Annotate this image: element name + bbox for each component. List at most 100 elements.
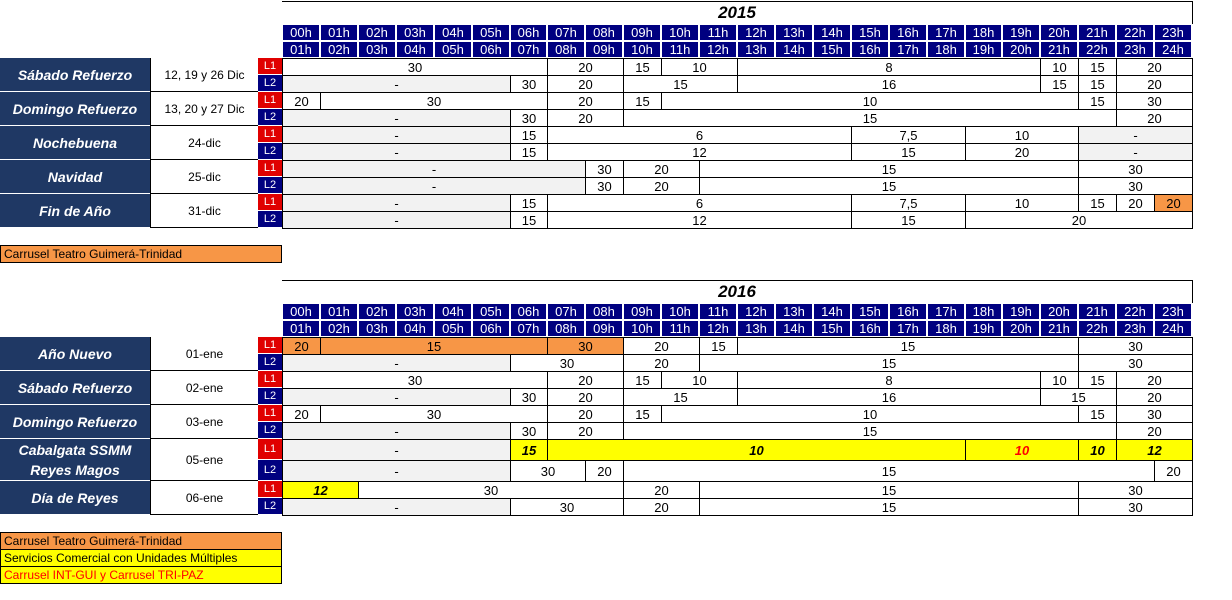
- frequency-cell: 30: [358, 481, 624, 499]
- frequency-cell: 15: [699, 481, 1079, 499]
- hour-header: 10h: [623, 320, 661, 337]
- frequency-cell: 15: [1078, 58, 1117, 76]
- frequency-cell: 10: [1078, 439, 1117, 461]
- hour-header: 14h: [813, 303, 851, 320]
- line-label: L1: [258, 439, 282, 460]
- hour-header: 12h: [737, 303, 775, 320]
- day-date: 13, 20 y 27 Dic: [150, 92, 258, 126]
- line-label: L2: [258, 354, 282, 371]
- hour-header: 21h: [1040, 41, 1078, 58]
- frequency-cell: 15: [1078, 405, 1117, 423]
- frequency-cell: 8: [737, 371, 1041, 389]
- hour-header: 07h: [547, 24, 585, 41]
- frequency-cell: 30: [510, 75, 548, 93]
- hour-header: 22h: [1078, 320, 1116, 337]
- line-label: L1: [258, 405, 282, 422]
- hour-header: 21h: [1078, 303, 1116, 320]
- hour-header: 13h: [737, 320, 775, 337]
- hour-header: 10h: [623, 41, 661, 58]
- hour-header: 00h: [282, 24, 320, 41]
- frequency-cell: -: [282, 460, 511, 482]
- hour-header: 01h: [282, 41, 320, 58]
- hour-header: 05h: [434, 320, 472, 337]
- hour-header: 22h: [1078, 41, 1116, 58]
- frequency-cell: -: [282, 109, 511, 127]
- frequency-cell: 16: [737, 388, 1041, 406]
- day-date: 25-dic: [150, 160, 258, 194]
- day-name: Navidad: [0, 160, 150, 194]
- hour-header: 22h: [1116, 303, 1154, 320]
- hour-header: 16h: [851, 41, 889, 58]
- hour-header: 02h: [320, 41, 358, 58]
- legend-item: Carrusel Teatro Guimerá-Trinidad: [0, 532, 282, 550]
- frequency-cell: 30: [1116, 92, 1193, 110]
- hour-header: 14h: [775, 41, 813, 58]
- frequency-cell: 15: [623, 58, 662, 76]
- hour-header: 16h: [889, 24, 927, 41]
- frequency-cell: 20: [1116, 194, 1155, 212]
- hour-header: 20h: [1040, 24, 1078, 41]
- frequency-cell: 15: [623, 460, 1155, 482]
- line-label: L2: [258, 211, 282, 228]
- frequency-cell: 30: [1116, 405, 1193, 423]
- frequency-cell: 20: [1154, 194, 1193, 212]
- frequency-cell: 20: [282, 405, 321, 423]
- line-label: L2: [258, 422, 282, 439]
- frequency-cell: 10: [965, 126, 1079, 144]
- hour-header: 09h: [623, 24, 661, 41]
- hour-header: 17h: [927, 24, 965, 41]
- hour-header: 03h: [396, 303, 434, 320]
- hour-header: 08h: [547, 41, 585, 58]
- frequency-cell: 30: [510, 354, 624, 372]
- day-date: 05-ene: [150, 439, 258, 481]
- frequency-cell: 12: [1116, 439, 1193, 461]
- hour-header: 20h: [1040, 303, 1078, 320]
- line-label: L2: [258, 177, 282, 194]
- hour-header: 03h: [396, 24, 434, 41]
- day-name: Año Nuevo: [0, 337, 150, 371]
- hour-header: 17h: [927, 303, 965, 320]
- hour-header: 08h: [547, 320, 585, 337]
- frequency-cell: 15: [699, 160, 1079, 178]
- frequency-cell: 10: [965, 439, 1079, 461]
- frequency-cell: 15: [737, 337, 1079, 355]
- frequency-cell: 30: [282, 371, 548, 389]
- day-date: 03-ene: [150, 405, 258, 439]
- day-name: Domingo Refuerzo: [0, 92, 150, 126]
- frequency-cell: 20: [1154, 460, 1193, 482]
- hour-header: 09h: [585, 41, 623, 58]
- frequency-cell: 30: [1078, 498, 1193, 516]
- frequency-cell: 6: [547, 126, 852, 144]
- hour-header: 13h: [775, 24, 813, 41]
- frequency-cell: -: [282, 160, 586, 178]
- hour-header: 12h: [737, 24, 775, 41]
- hour-header: 15h: [851, 303, 889, 320]
- hour-header: 19h: [965, 41, 1002, 58]
- hour-header: 18h: [927, 41, 965, 58]
- hour-header: 11h: [661, 320, 699, 337]
- hour-header: 02h: [320, 320, 358, 337]
- day-date: 02-ene: [150, 371, 258, 405]
- frequency-cell: 15: [1078, 75, 1117, 93]
- day-name: Sábado Refuerzo: [0, 371, 150, 405]
- hour-header: 12h: [699, 41, 737, 58]
- frequency-cell: 15: [1040, 75, 1079, 93]
- frequency-cell: 20: [547, 75, 624, 93]
- hour-header: 08h: [585, 303, 623, 320]
- hour-header: 07h: [547, 303, 585, 320]
- line-label: L1: [258, 126, 282, 143]
- frequency-cell: 30: [510, 422, 548, 440]
- hour-header: 09h: [585, 320, 623, 337]
- frequency-cell: 12: [282, 481, 359, 499]
- frequency-cell: 20: [547, 371, 624, 389]
- year-title: 2015: [282, 1, 1193, 24]
- frequency-cell: 15: [1078, 194, 1117, 212]
- hour-header: 06h: [510, 24, 547, 41]
- frequency-cell: -: [282, 194, 511, 212]
- frequency-cell: -: [282, 422, 511, 440]
- hour-header: 00h: [282, 303, 320, 320]
- frequency-cell: 15: [699, 337, 738, 355]
- hour-header: 03h: [358, 41, 396, 58]
- frequency-cell: 10: [661, 405, 1079, 423]
- frequency-cell: 15: [699, 177, 1079, 195]
